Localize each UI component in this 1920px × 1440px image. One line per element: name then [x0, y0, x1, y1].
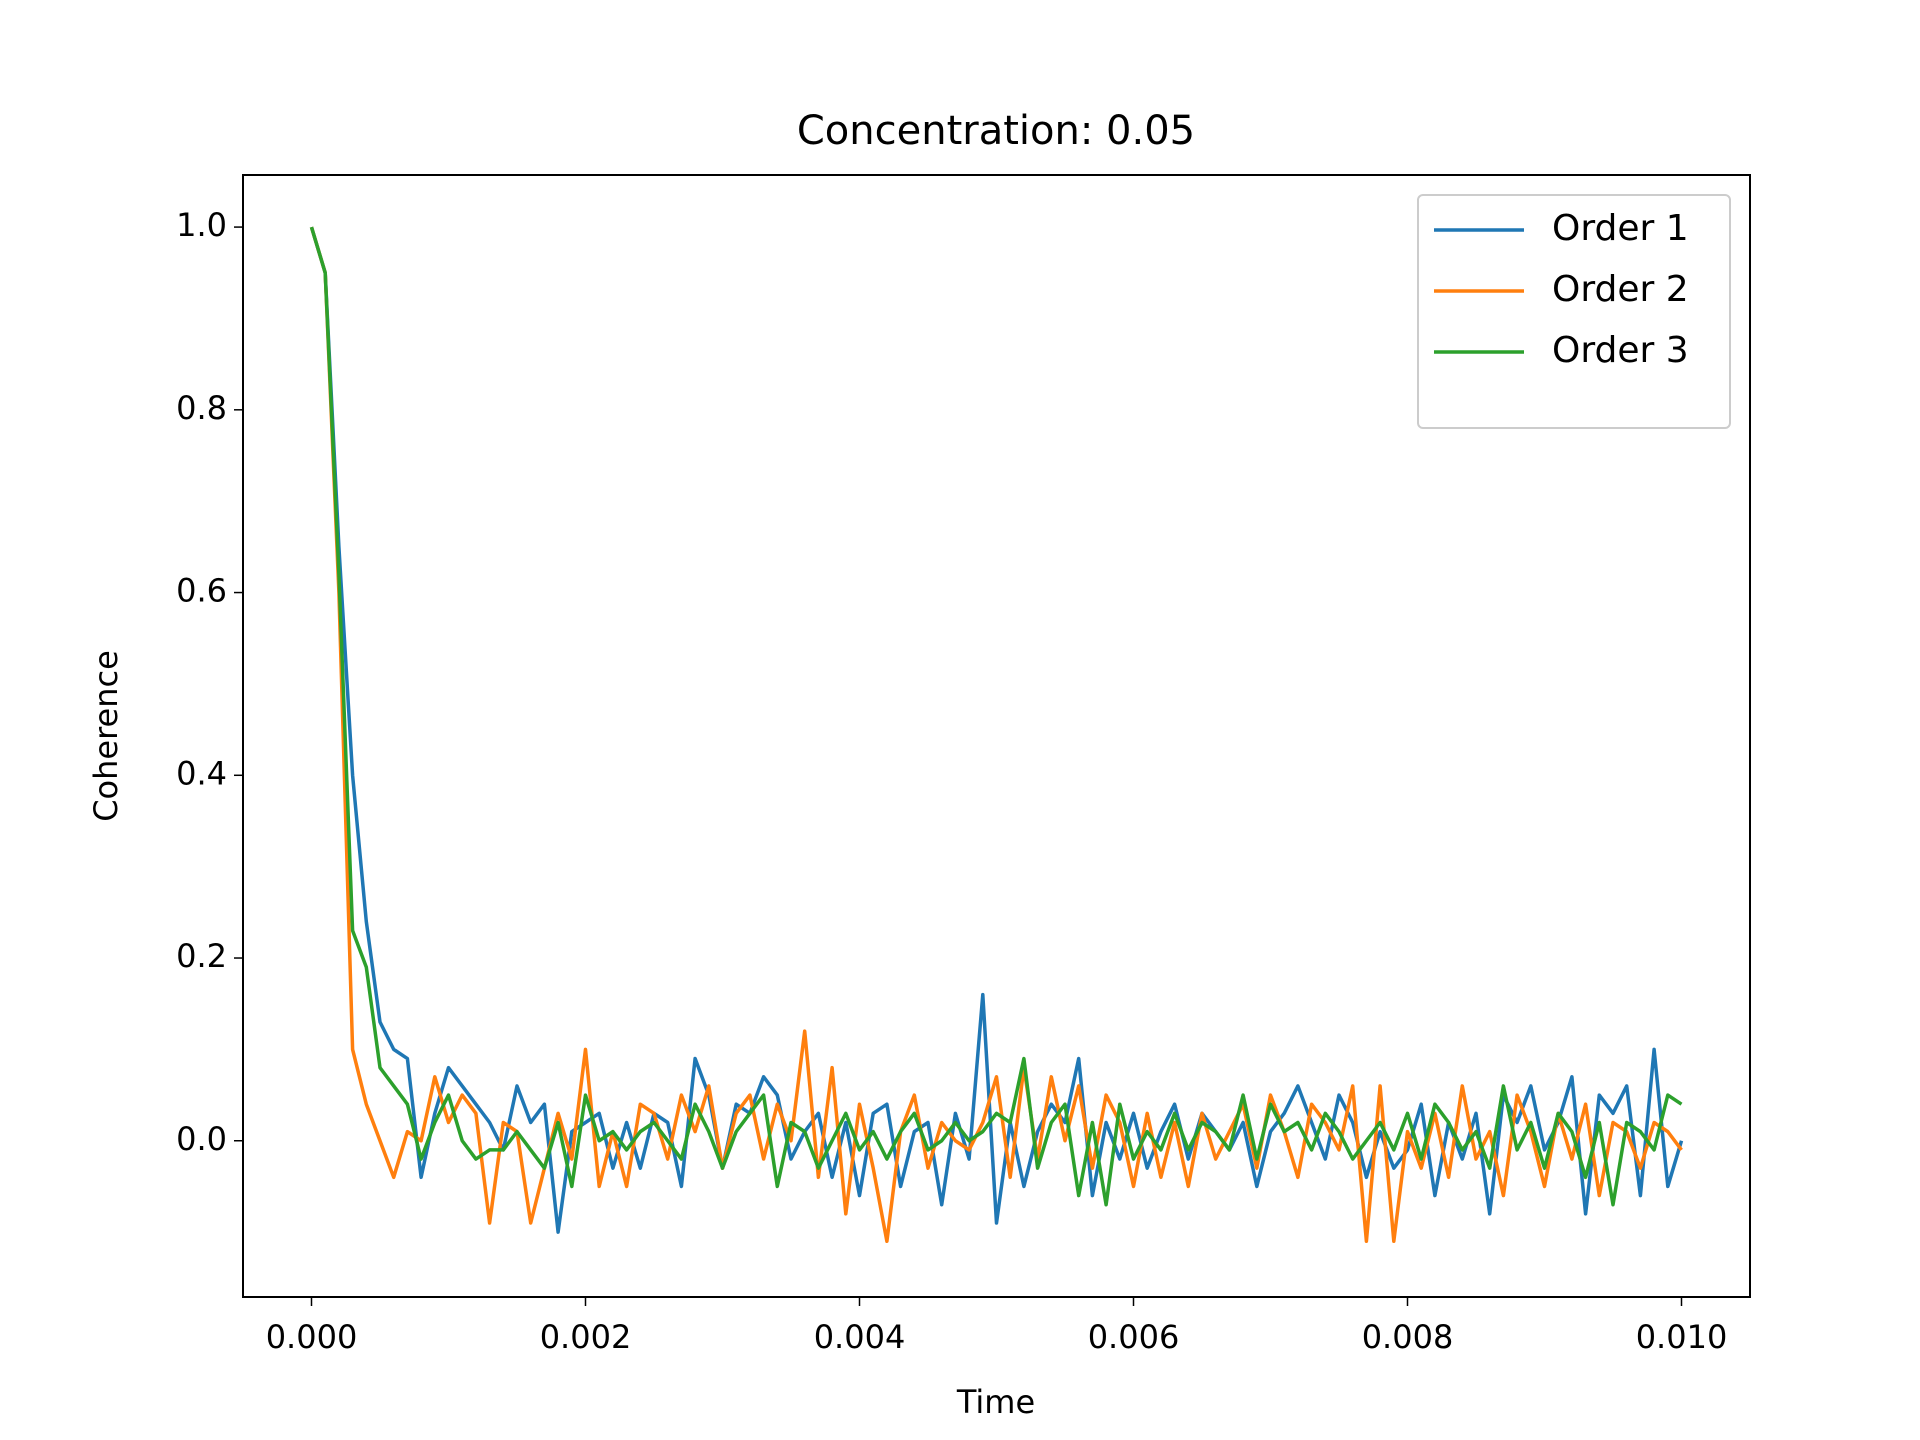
x-tick-label: 0.006 — [1088, 1318, 1180, 1356]
x-tick-label: 0.002 — [540, 1318, 632, 1356]
legend-label: Order 3 — [1552, 330, 1689, 371]
y-tick-label: 0.2 — [176, 937, 227, 975]
chart-title: Concentration: 0.05 — [797, 108, 1195, 154]
y-tick-label: 0.0 — [176, 1120, 227, 1158]
y-tick-label: 1.0 — [176, 206, 227, 244]
y-tick-label: 0.6 — [176, 572, 227, 610]
legend-box — [1417, 194, 1731, 429]
legend-label: Order 2 — [1552, 269, 1689, 310]
line-series — [309, 226, 1683, 1244]
line-series — [309, 226, 1683, 1207]
x-tick-label: 0.004 — [814, 1318, 906, 1356]
x-tick-label: 0.010 — [1636, 1318, 1728, 1356]
x-tick-label: 0.000 — [266, 1318, 358, 1356]
y-tick-label: 0.8 — [176, 389, 227, 427]
x-tick-label: 0.008 — [1362, 1318, 1454, 1356]
x-axis-label: Time — [956, 1383, 1035, 1421]
y-axis-label: Coherence — [87, 650, 125, 822]
y-tick-label: 0.4 — [176, 754, 227, 792]
legend-label: Order 1 — [1552, 208, 1689, 249]
plot-frame — [242, 174, 1751, 1298]
